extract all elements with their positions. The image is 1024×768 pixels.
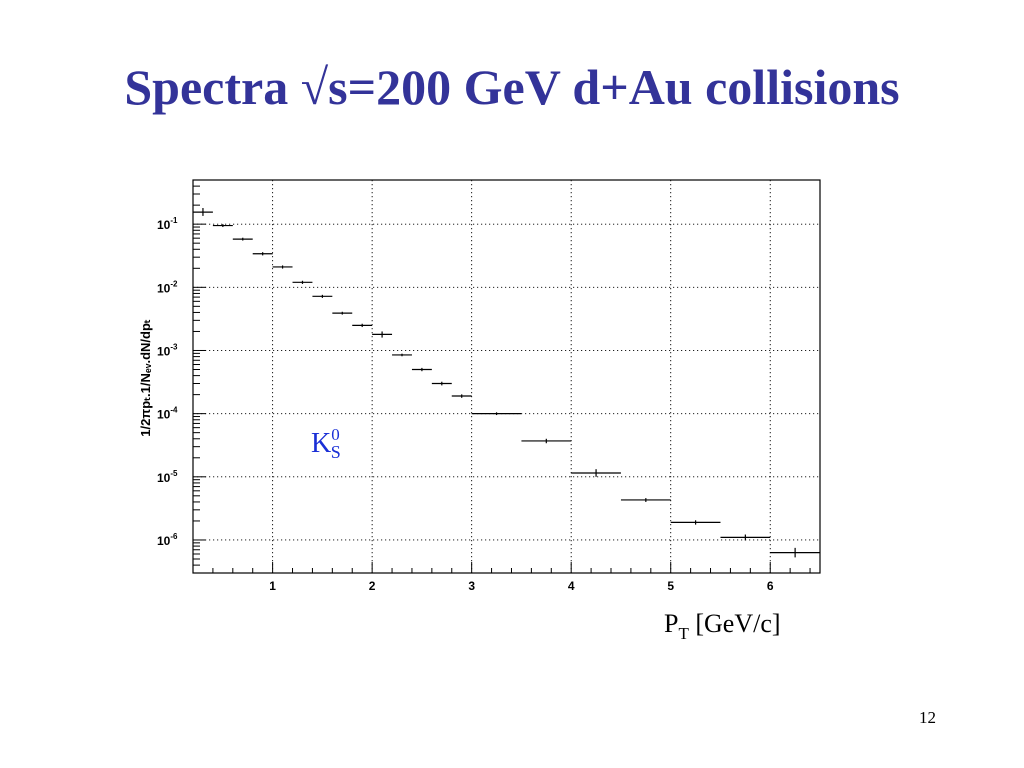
y-tick-label-exponent: -4 — [170, 406, 178, 415]
y-tick-label-exponent: -5 — [170, 469, 178, 478]
y-tick-label: 10-3 — [157, 342, 178, 358]
data-point — [431, 381, 452, 386]
x-tick-label: 4 — [568, 579, 575, 593]
x-tick-label: 6 — [767, 579, 774, 593]
y-tick-label-exponent: -6 — [170, 532, 178, 541]
x-axis-label-rest: [GeV/c] — [689, 609, 781, 638]
particle-label-main: K — [311, 428, 331, 459]
y-tick-label: 10-6 — [157, 532, 178, 548]
y-tick-label-base: 10 — [157, 471, 171, 485]
particle-label: K0 S — [311, 425, 341, 462]
x-tick-label: 5 — [667, 579, 674, 593]
y-tick-label-exponent: -2 — [170, 279, 178, 288]
particle-label-sub: S — [331, 442, 341, 462]
y-tick-label: 10-2 — [157, 279, 178, 295]
particle-label-sup: 0 — [331, 425, 340, 444]
y-axis-title: 1/2πpₜ.1/Nₑᵥ.dN/dpₜ — [138, 319, 153, 437]
data-point — [292, 280, 313, 284]
y-tick-label: 10-4 — [157, 406, 178, 422]
data-point — [193, 208, 213, 216]
data-point — [312, 294, 333, 298]
y-tick-label: 10-5 — [157, 469, 178, 485]
data-point — [392, 353, 412, 357]
data-point — [770, 547, 820, 558]
y-axis-label: 1/2πpₜ.1/Nₑᵥ.dN/dpₜ — [138, 319, 153, 437]
data-point — [471, 412, 522, 416]
x-axis-label-main: P — [664, 609, 678, 638]
y-tick-label-exponent: -1 — [170, 216, 178, 225]
data-point — [720, 534, 771, 541]
data-point — [451, 394, 472, 398]
data-point — [670, 520, 721, 525]
y-tick-label: 10-1 — [157, 216, 178, 232]
x-tick-label: 1 — [269, 579, 276, 593]
slide-number: 12 — [919, 708, 936, 727]
data-points — [193, 208, 820, 558]
slide-title: Spectra √s=200 GeV d+Au collisions — [124, 59, 900, 115]
data-point — [571, 469, 621, 477]
axis-labels: 1 2 3 4 5 610-610-510-410-310-210-1 — [157, 216, 774, 593]
data-point — [411, 367, 432, 372]
y-tick-label-exponent: -3 — [170, 342, 178, 351]
x-axis-label-sub: T — [678, 624, 689, 643]
grid — [193, 180, 820, 573]
data-point — [212, 224, 233, 228]
data-point — [372, 331, 393, 338]
x-axis-label: PT [GeV/c] — [664, 609, 781, 643]
y-tick-label-base: 10 — [157, 408, 171, 422]
data-point — [620, 498, 671, 502]
data-point — [352, 323, 373, 328]
y-tick-label-base: 10 — [157, 218, 171, 232]
plot-frame — [192, 179, 821, 574]
data-point — [521, 438, 572, 444]
data-point — [332, 311, 353, 315]
axis-ticks — [192, 179, 811, 574]
data-point — [232, 237, 253, 241]
y-tick-label-base: 10 — [157, 281, 171, 295]
data-point — [272, 265, 293, 269]
data-point — [252, 252, 273, 256]
y-tick-label-base: 10 — [157, 534, 171, 548]
x-tick-label: 2 — [369, 579, 376, 593]
y-tick-label-base: 10 — [157, 344, 171, 358]
x-tick-label: 3 — [468, 579, 475, 593]
